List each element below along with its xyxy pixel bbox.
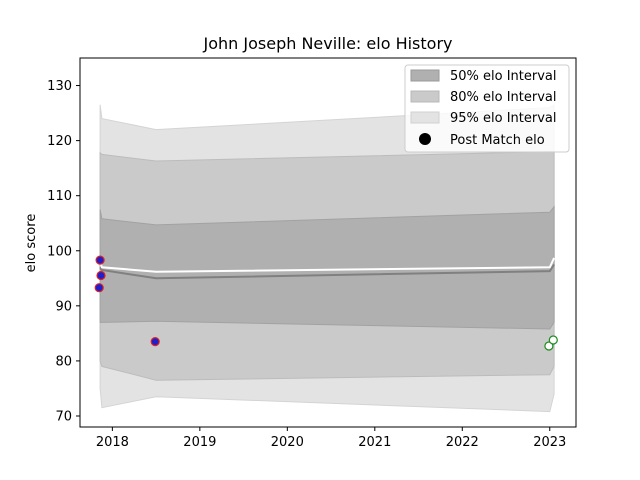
y-axis: 70 80 90 100 110 120 130 [47,79,80,424]
x-tick-label: 2021 [358,435,391,450]
post-match-elo-point [95,255,105,265]
legend-swatch-50 [410,69,440,82]
legend-marker-post-match [419,133,431,145]
elo-median-line [99,263,555,280]
legend-swatch-95 [410,111,440,124]
y-tick-label: 110 [47,189,72,204]
x-tick-label: 2023 [533,435,566,450]
post-match-elo-point [150,337,160,347]
post-match-elo-point [544,341,554,351]
legend-box [404,64,570,153]
legend-label-post-match: Post Match elo [450,133,545,148]
legend-label-50: 50% elo Interval [450,69,557,84]
y-tick-label: 120 [47,134,72,149]
plot-area [94,103,558,413]
x-tick-label: 2022 [446,435,479,450]
y-axis-label: elo score [24,214,39,273]
x-tick-label: 2018 [96,435,129,450]
band-50-percent [99,205,555,330]
legend-label-80: 80% elo Interval [450,90,557,105]
interval-bands [99,103,555,413]
elo-lines [99,257,556,280]
plot-frame [79,57,577,428]
y-tick-label: 80 [55,354,72,369]
post-match-elo-point [94,283,104,293]
y-tick-label: 130 [47,79,72,94]
y-tick-label: 100 [47,244,72,259]
post-match-elo-point [96,270,106,281]
x-tick-label: 2019 [183,435,216,450]
chart-title: John Joseph Neville: elo History [203,34,453,53]
post-match-elo-point [548,335,558,345]
legend-swatch-80 [410,90,440,103]
legend-label-95: 95% elo Interval [450,111,557,126]
y-tick-label: 70 [55,409,72,424]
elo-mean-line [99,257,556,273]
x-axis: 2018 2019 2020 2021 2022 2023 [96,427,566,450]
x-tick-label: 2020 [271,435,304,450]
y-tick-label: 90 [55,299,72,314]
post-match-points [94,255,558,351]
legend: 50% elo Interval 80% elo Interval 95% el… [404,64,570,153]
